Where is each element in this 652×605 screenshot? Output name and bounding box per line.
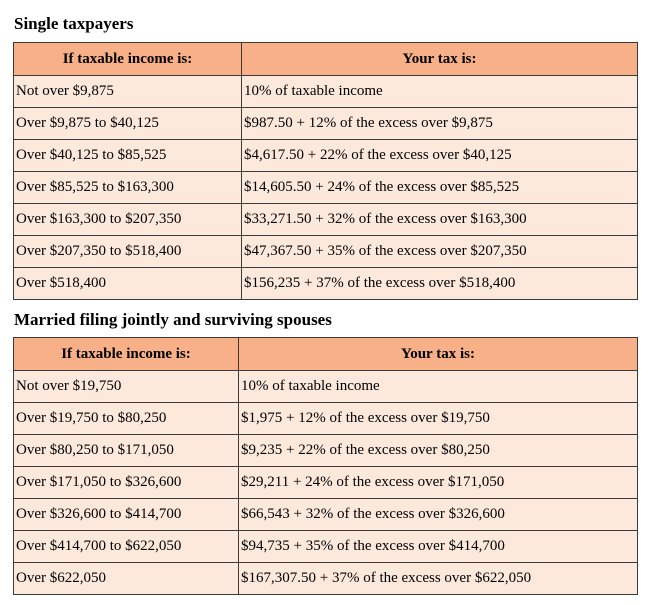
table-row: Over $85,525 to $163,300 $14,605.50 + 24… [13, 171, 638, 204]
tax-formula-cell: 10% of taxable income [238, 370, 638, 403]
table-header-row: If taxable income is: Your tax is: [13, 337, 638, 371]
table-row: Over $80,250 to $171,050 $9,235 + 22% of… [13, 434, 638, 467]
tax-formula-cell: $9,235 + 22% of the excess over $80,250 [238, 434, 638, 467]
tax-formula-cell: $4,617.50 + 22% of the excess over $40,1… [241, 139, 638, 172]
column-header-income: If taxable income is: [13, 337, 239, 371]
income-range-cell: Not over $9,875 [13, 75, 242, 108]
section-title-married-joint: Married filing jointly and surviving spo… [14, 310, 332, 329]
income-range-cell: Over $326,600 to $414,700 [13, 498, 239, 531]
tax-formula-cell: $156,235 + 37% of the excess over $518,4… [241, 267, 638, 300]
table-header-row: If taxable income is: Your tax is: [13, 42, 638, 76]
table-row: Over $9,875 to $40,125 $987.50 + 12% of … [13, 107, 638, 140]
tax-table-married-joint: If taxable income is: Your tax is: Not o… [13, 337, 638, 595]
income-range-cell: Over $414,700 to $622,050 [13, 530, 239, 563]
tax-formula-cell: $94,735 + 35% of the excess over $414,70… [238, 530, 638, 563]
income-range-cell: Over $163,300 to $207,350 [13, 203, 242, 236]
column-header-tax: Your tax is: [238, 337, 638, 371]
income-range-cell: Over $622,050 [13, 562, 239, 595]
table-row: Over $171,050 to $326,600 $29,211 + 24% … [13, 466, 638, 499]
table-row: Over $40,125 to $85,525 $4,617.50 + 22% … [13, 139, 638, 172]
income-range-cell: Not over $19,750 [13, 370, 239, 403]
table-row: Over $414,700 to $622,050 $94,735 + 35% … [13, 530, 638, 563]
table-row: Over $19,750 to $80,250 $1,975 + 12% of … [13, 402, 638, 435]
column-header-tax: Your tax is: [241, 42, 638, 76]
table-row: Not over $19,750 10% of taxable income [13, 370, 638, 403]
tax-formula-cell: $167,307.50 + 37% of the excess over $62… [238, 562, 638, 595]
tax-formula-cell: $14,605.50 + 24% of the excess over $85,… [241, 171, 638, 204]
tax-formula-cell: $66,543 + 32% of the excess over $326,60… [238, 498, 638, 531]
table-row: Over $518,400 $156,235 + 37% of the exce… [13, 267, 638, 300]
income-range-cell: Over $40,125 to $85,525 [13, 139, 242, 172]
table-row: Over $622,050 $167,307.50 + 37% of the e… [13, 562, 638, 595]
tax-formula-cell: $29,211 + 24% of the excess over $171,05… [238, 466, 638, 499]
tax-formula-cell: $987.50 + 12% of the excess over $9,875 [241, 107, 638, 140]
tax-formula-cell: 10% of taxable income [241, 75, 638, 108]
tax-formula-cell: $47,367.50 + 35% of the excess over $207… [241, 235, 638, 268]
tax-formula-cell: $33,271.50 + 32% of the excess over $163… [241, 203, 638, 236]
section-title-single: Single taxpayers [14, 14, 134, 33]
income-range-cell: Over $85,525 to $163,300 [13, 171, 242, 204]
income-range-cell: Over $518,400 [13, 267, 242, 300]
income-range-cell: Over $19,750 to $80,250 [13, 402, 239, 435]
table-row: Over $207,350 to $518,400 $47,367.50 + 3… [13, 235, 638, 268]
income-range-cell: Over $171,050 to $326,600 [13, 466, 239, 499]
column-header-income: If taxable income is: [13, 42, 242, 76]
tax-formula-cell: $1,975 + 12% of the excess over $19,750 [238, 402, 638, 435]
tax-table-single: If taxable income is: Your tax is: Not o… [13, 42, 638, 300]
income-range-cell: Over $207,350 to $518,400 [13, 235, 242, 268]
table-row: Over $326,600 to $414,700 $66,543 + 32% … [13, 498, 638, 531]
income-range-cell: Over $80,250 to $171,050 [13, 434, 239, 467]
table-row: Over $163,300 to $207,350 $33,271.50 + 3… [13, 203, 638, 236]
income-range-cell: Over $9,875 to $40,125 [13, 107, 242, 140]
table-row: Not over $9,875 10% of taxable income [13, 75, 638, 108]
